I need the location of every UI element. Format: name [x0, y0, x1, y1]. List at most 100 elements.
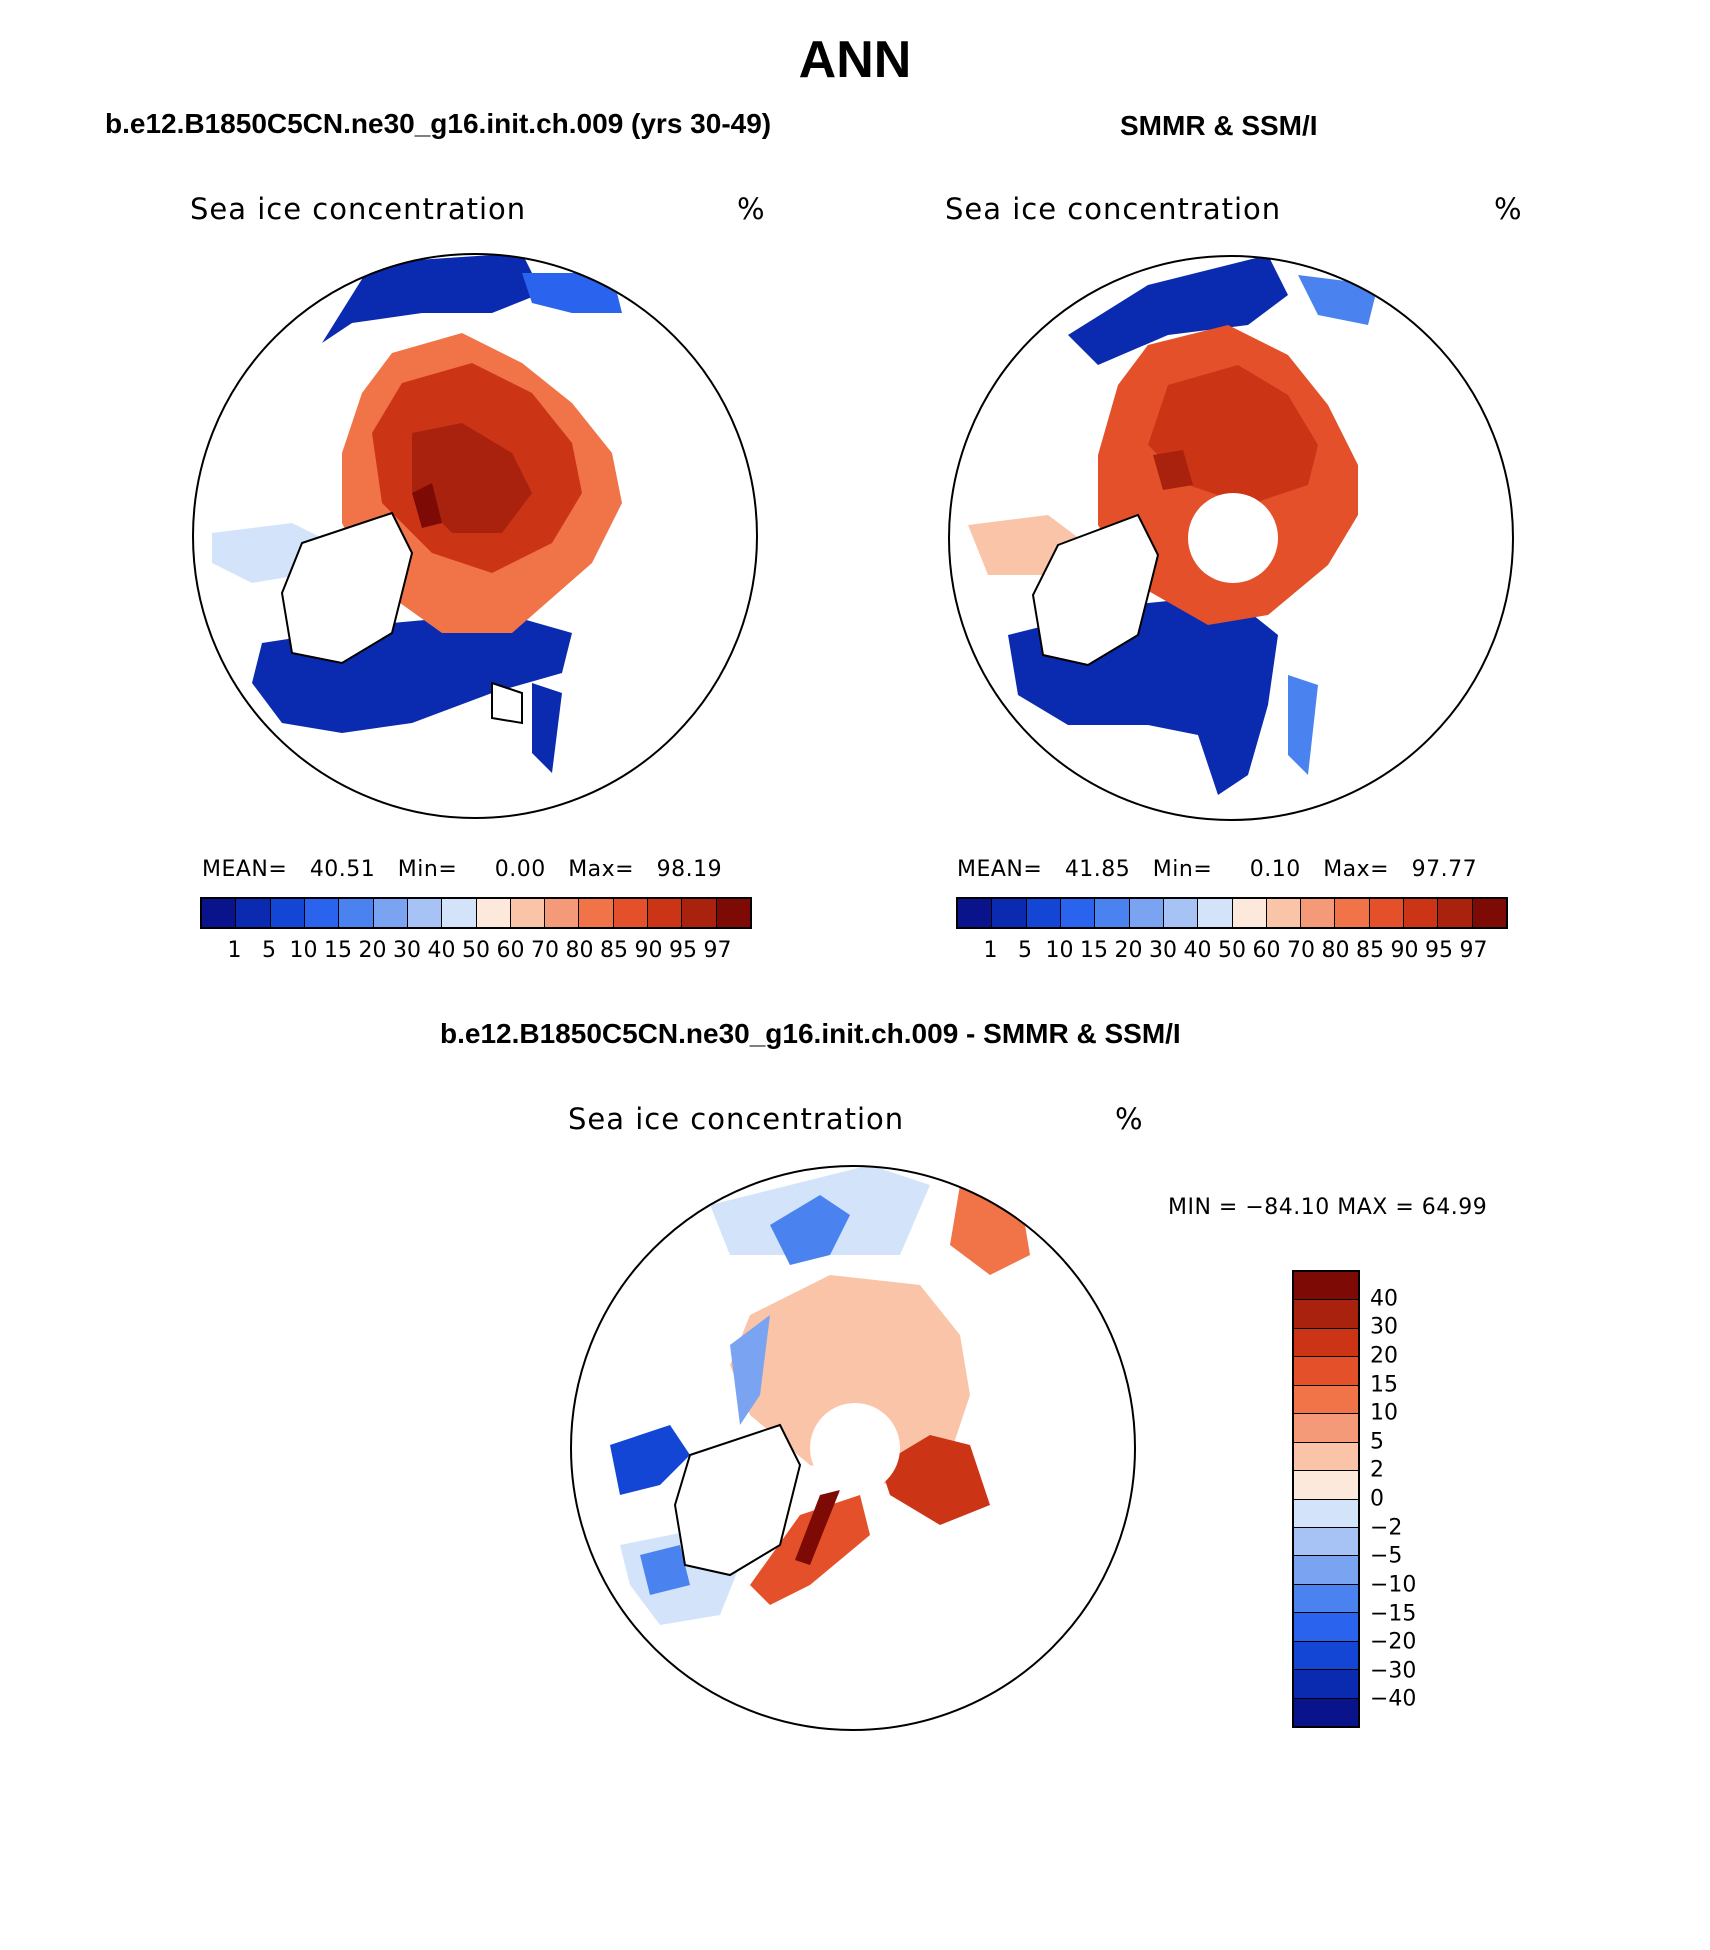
colorbar-tick-label: 97	[1459, 938, 1488, 963]
colorbar-box	[442, 899, 477, 927]
model-panel-title: b.e12.B1850C5CN.ne30_g16.init.ch.009 (yr…	[105, 108, 772, 139]
colorbar-box	[1404, 899, 1439, 927]
colorbar-tick-label: 80	[1321, 938, 1350, 963]
colorbar-tick-label: 5	[1370, 1429, 1384, 1455]
colorbar-box	[613, 899, 649, 927]
obs-colorbar-ticks: 1 5 10 15 20 30 40 50 60 70 80 85 90 95 97	[956, 938, 1508, 968]
colorbar-tick-label: 0	[1370, 1486, 1384, 1512]
colorbar-tick-label: 10	[1045, 938, 1074, 963]
colorbar-box	[1294, 1499, 1358, 1528]
colorbar-tick-label: 40	[427, 938, 456, 963]
colorbar-tick-label: −2	[1370, 1515, 1403, 1541]
diff-panel-title: b.e12.B1850C5CN.ne30_g16.init.ch.009 - S…	[440, 1018, 1181, 1049]
colorbar-tick-label: 20	[1370, 1343, 1398, 1369]
diff-var-label: Sea ice concentration	[568, 1102, 905, 1136]
colorbar-box	[1301, 899, 1336, 927]
obs-stats: MEAN= 41.85 Min= 0.10 Max= 97.77	[957, 857, 1478, 882]
colorbar-tick-label: −20	[1370, 1629, 1417, 1655]
colorbar-box	[579, 899, 614, 927]
colorbar-tick-label: 5	[262, 938, 276, 963]
colorbar-tick-label: 50	[1218, 938, 1246, 963]
colorbar-tick-label: 2	[1370, 1457, 1384, 1483]
colorbar-tick-label: 70	[1287, 938, 1315, 963]
colorbar-tick-label: 30	[393, 938, 421, 963]
colorbar-box	[1294, 1584, 1358, 1614]
diff-polar-map	[570, 1165, 1136, 1731]
obs-colorbar	[956, 897, 1508, 929]
colorbar-tick-label: 85	[1356, 938, 1384, 963]
colorbar-box	[1095, 899, 1130, 927]
colorbar-box	[1438, 899, 1473, 927]
colorbar-box	[407, 899, 443, 927]
colorbar-box	[236, 899, 271, 927]
colorbar-box	[1294, 1641, 1358, 1671]
model-units: %	[737, 192, 765, 226]
colorbar-tick-label: −30	[1370, 1658, 1417, 1684]
colorbar-box	[1266, 899, 1302, 927]
colorbar-tick-label: 85	[600, 938, 628, 963]
colorbar-tick-label: 95	[1425, 938, 1453, 963]
obs-ice-region-low	[1068, 256, 1288, 365]
colorbar-tick-label: 50	[462, 938, 490, 963]
colorbar-box	[1294, 1670, 1358, 1699]
colorbar-tick-label: 1	[983, 938, 998, 963]
colorbar-box	[339, 899, 374, 927]
colorbar-tick-label: 40	[1370, 1286, 1398, 1312]
model-stats: MEAN= 40.51 Min= 0.00 Max= 98.19	[202, 857, 723, 882]
obs-units: %	[1494, 192, 1522, 226]
colorbar-box	[992, 899, 1027, 927]
colorbar-box	[958, 899, 993, 927]
colorbar-tick-label: 15	[324, 938, 352, 963]
colorbar-box	[1294, 1385, 1358, 1415]
colorbar-box	[1294, 1328, 1358, 1358]
diff-colorbar	[1292, 1270, 1360, 1728]
obs-var-label: Sea ice concentration	[945, 192, 1282, 226]
colorbar-box	[510, 899, 546, 927]
diff-colorbar-ticks: 40 30 20 15 10 5 2 0 −2 −5 −10 −15 −20 −30 −40	[1370, 1270, 1450, 1728]
colorbar-tick-label: 60	[1252, 938, 1281, 963]
colorbar-tick-label: 5	[1018, 938, 1032, 963]
colorbar-tick-label: 80	[565, 938, 594, 963]
colorbar-box	[1294, 1556, 1358, 1585]
colorbar-tick-label: 10	[1370, 1400, 1398, 1426]
colorbar-box	[1335, 899, 1370, 927]
colorbar-box	[476, 899, 511, 927]
colorbar-tick-label: 70	[531, 938, 559, 963]
colorbar-tick-label: 90	[634, 938, 663, 963]
colorbar-tick-label: 10	[289, 938, 318, 963]
colorbar-tick-label: 30	[1370, 1314, 1398, 1340]
colorbar-box	[1198, 899, 1233, 927]
colorbar-tick-label: −40	[1370, 1686, 1417, 1712]
colorbar-box	[1232, 899, 1267, 927]
colorbar-box	[1129, 899, 1164, 927]
model-var-label: Sea ice concentration	[190, 192, 527, 226]
colorbar-box	[1294, 1613, 1358, 1642]
colorbar-box	[1369, 899, 1405, 927]
colorbar-box	[373, 899, 408, 927]
colorbar-box	[545, 899, 580, 927]
colorbar-box	[1294, 1527, 1358, 1557]
colorbar-tick-label: 15	[1080, 938, 1108, 963]
colorbar-box	[202, 899, 237, 927]
colorbar-box	[1294, 1471, 1358, 1500]
colorbar-tick-label: 97	[703, 938, 732, 963]
model-colorbar-ticks: 1 5 10 15 20 30 40 50 60 70 80 85 90 95 97	[200, 938, 752, 968]
colorbar-box	[1294, 1272, 1358, 1301]
colorbar-box	[648, 899, 683, 927]
colorbar-tick-label: 20	[1114, 938, 1143, 963]
colorbar-tick-label: 90	[1390, 938, 1419, 963]
obs-pole-hole	[1188, 493, 1278, 583]
colorbar-box	[1060, 899, 1096, 927]
colorbar-tick-label: 60	[496, 938, 525, 963]
diff-minmax: MIN = −84.10 MAX = 64.99	[1168, 1195, 1488, 1220]
colorbar-box	[1472, 899, 1506, 927]
colorbar-box	[270, 899, 305, 927]
colorbar-tick-label: 1	[227, 938, 242, 963]
main-title: ANN	[798, 31, 912, 89]
colorbar-box	[1294, 1414, 1358, 1443]
obs-panel-title: SMMR & SSM/I	[1120, 110, 1318, 141]
colorbar-box	[1026, 899, 1061, 927]
colorbar-box	[1294, 1357, 1358, 1386]
colorbar-tick-label: −15	[1370, 1601, 1417, 1626]
colorbar-tick-label: −5	[1370, 1543, 1403, 1569]
